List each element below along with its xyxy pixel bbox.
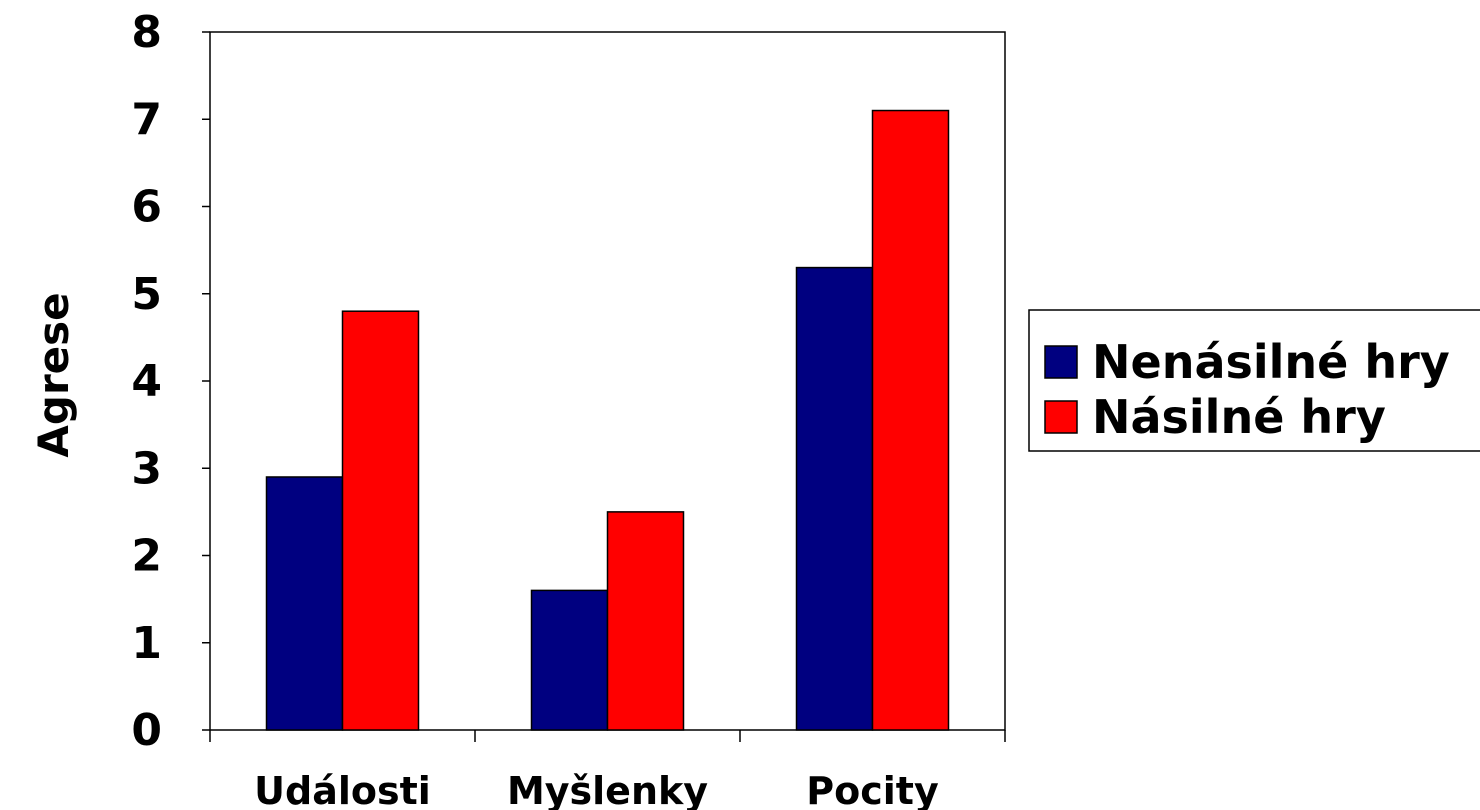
x-category-label: Události — [254, 769, 431, 810]
legend-swatch — [1044, 400, 1078, 434]
y-tick-label: 6 — [131, 182, 162, 233]
y-tick-label: 1 — [131, 618, 162, 669]
legend-label: Násilné hry — [1092, 390, 1386, 444]
legend-box — [1028, 309, 1480, 452]
legend-swatch — [1044, 345, 1078, 379]
x-category-label: Myšlenky — [507, 769, 708, 810]
y-tick-label: 0 — [131, 705, 162, 756]
bar-nasilne-0 — [341, 310, 420, 731]
y-axis-ticks: 0 1 2 3 4 5 6 7 8 — [131, 7, 210, 756]
y-tick-label: 3 — [131, 443, 162, 494]
bar-nenasilne-1 — [530, 589, 609, 731]
bars-group — [265, 109, 950, 731]
y-axis-title: Agrese — [29, 292, 78, 457]
bar-nenasilne-0 — [265, 476, 344, 731]
y-tick-label: 4 — [131, 356, 162, 407]
y-tick-label: 2 — [131, 531, 162, 582]
bar-nenasilne-2 — [795, 266, 874, 731]
y-tick-label: 7 — [131, 94, 162, 145]
x-axis-ticks: Události Myšlenky Pocity — [209, 730, 1006, 810]
bar-nasilne-1 — [606, 511, 685, 731]
y-tick-label: 5 — [131, 269, 162, 320]
bar-nasilne-2 — [871, 109, 950, 731]
y-tick-label: 8 — [131, 7, 162, 58]
legend-label: Nenásilné hry — [1092, 335, 1450, 389]
x-category-label: Pocity — [806, 769, 939, 810]
